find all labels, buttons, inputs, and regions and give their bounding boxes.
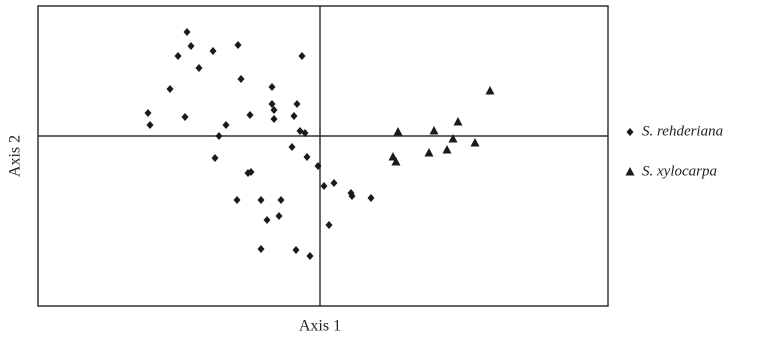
legend-label: S. rehderiana <box>642 123 723 139</box>
diamond-marker <box>237 75 245 83</box>
diamond-marker <box>270 106 278 114</box>
y-axis-label: Axis 2 <box>7 135 24 177</box>
diamond-marker <box>181 113 189 121</box>
diamond-marker <box>314 162 322 170</box>
diamond-marker <box>268 83 276 91</box>
triangle-marker <box>470 138 480 147</box>
diamond-marker <box>146 121 154 129</box>
diamond-marker <box>277 196 285 204</box>
diamond-marker <box>211 154 219 162</box>
diamond-marker <box>215 132 223 140</box>
diamond-marker <box>257 245 265 253</box>
diamond-marker <box>303 153 311 161</box>
diamond-marker <box>144 109 152 117</box>
diamond-marker <box>367 194 375 202</box>
diamond-marker <box>209 47 217 55</box>
diamond-marker <box>292 246 300 254</box>
x-axis-label: Axis 1 <box>299 318 341 335</box>
diamond-marker <box>257 196 265 204</box>
diamond-marker <box>187 42 195 50</box>
triangle-marker <box>625 167 635 176</box>
triangle-marker <box>442 145 452 154</box>
diamond-marker <box>183 28 191 36</box>
diamond-marker <box>246 111 254 119</box>
triangle-marker <box>429 126 439 135</box>
diamond-marker <box>290 112 298 120</box>
triangle-marker <box>391 157 401 166</box>
diamond-marker <box>330 179 338 187</box>
diamond-marker <box>306 252 314 260</box>
diamond-marker <box>325 221 333 229</box>
diamond-marker <box>293 100 301 108</box>
diamond-marker <box>301 129 309 137</box>
diamond-marker <box>288 143 296 151</box>
diamond-marker <box>298 52 306 60</box>
diamond-marker <box>166 85 174 93</box>
legend-label: S. xylocarpa <box>642 163 717 179</box>
triangle-marker <box>448 134 458 143</box>
diamond-marker <box>626 128 634 136</box>
diamond-marker <box>348 192 356 200</box>
diamond-marker <box>320 182 328 190</box>
plot-frame <box>37 5 609 307</box>
triangle-marker <box>388 152 398 161</box>
diamond-marker <box>195 64 203 72</box>
triangle-marker <box>393 127 403 136</box>
triangle-marker <box>453 117 463 126</box>
diamond-marker <box>263 216 271 224</box>
triangle-marker <box>424 148 434 157</box>
diamond-marker <box>174 52 182 60</box>
diamond-marker <box>268 100 276 108</box>
diamond-marker <box>270 115 278 123</box>
diamond-marker <box>222 121 230 129</box>
diamond-marker <box>233 196 241 204</box>
diamond-marker <box>275 212 283 220</box>
diamond-marker <box>244 169 252 177</box>
triangle-marker <box>485 86 495 95</box>
diamond-marker <box>234 41 242 49</box>
